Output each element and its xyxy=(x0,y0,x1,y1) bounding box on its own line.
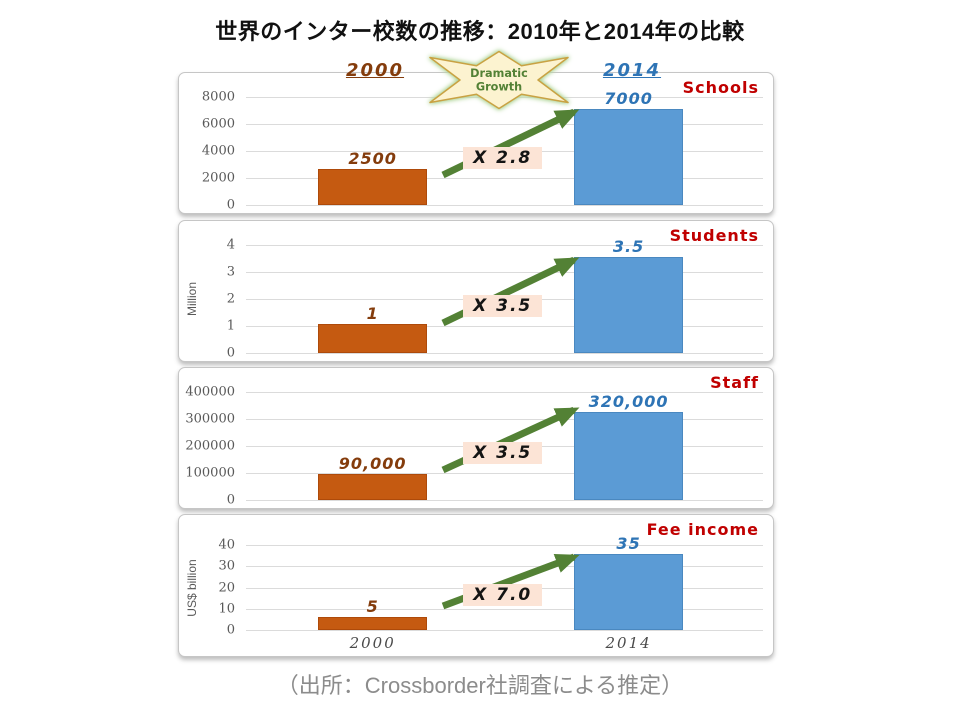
y-tick-label: 3 xyxy=(226,264,235,280)
y-axis-unit-label: US$ billion xyxy=(185,558,199,617)
bar-value-label-2014: 35 xyxy=(616,533,641,553)
panel-fee-income: Fee income US$ billion 40 30 20 10 0 5 35 X … xyxy=(178,514,774,657)
y-tick-label: 10 xyxy=(218,601,235,617)
bar-rect-2000 xyxy=(318,324,427,353)
y-tick-labels: US$ billion 40 30 20 10 0 xyxy=(179,538,239,638)
dramatic-growth-badge: Dramatic Growth xyxy=(424,50,574,110)
y-tick-labels: 8000 6000 4000 2000 0 xyxy=(179,90,239,213)
y-tick-label: 200000 xyxy=(185,438,235,454)
y-tick-label: 300000 xyxy=(185,411,235,427)
bar-2000: 90,000 xyxy=(318,392,427,500)
x-axis-labels: 2000 2014 xyxy=(246,634,763,654)
y-tick-label: 40 xyxy=(218,537,235,553)
y-tick-label: 4000 xyxy=(201,143,235,159)
page-title: 世界のインター校数の推移：2010年と2014年の比較 xyxy=(215,19,745,44)
header-year-2014: 2014 xyxy=(602,60,662,81)
bar-2000: 2500 xyxy=(318,97,427,205)
header-year-2000: 2000 xyxy=(345,60,405,81)
gridline xyxy=(246,566,763,568)
gridline xyxy=(246,500,763,501)
starburst-icon xyxy=(429,50,569,110)
gridline xyxy=(246,178,763,179)
gridline xyxy=(246,473,763,474)
bar-rect-2000 xyxy=(318,473,427,500)
gridline xyxy=(246,630,763,631)
y-tick-label: 1 xyxy=(226,318,235,334)
gridline xyxy=(246,326,763,327)
plot-area: 90,000 320,000 X 3.5 xyxy=(246,392,763,501)
panel-schools: Schools 8000 6000 4000 2000 0 2500 7000 X 2.… xyxy=(178,72,774,214)
bar-rect-2014 xyxy=(574,256,683,353)
y-tick-label: 30 xyxy=(218,558,235,574)
panel-staff: Staff 400000 300000 200000 100000 0 90,000 3… xyxy=(178,367,774,509)
panel-students: Students Million 4 3 2 1 0 1 3.5 X 3.5 xyxy=(178,220,774,362)
gridline xyxy=(246,245,763,246)
gridline xyxy=(246,272,763,273)
panel-title: Students xyxy=(669,226,759,245)
y-tick-label: 0 xyxy=(226,622,235,638)
multiplier-label: X 3.5 xyxy=(463,294,543,317)
bar-value-label-2000: 2500 xyxy=(348,149,397,169)
bar-value-label-2014: 3.5 xyxy=(612,236,645,256)
multiplier-label: X 7.0 xyxy=(463,584,543,607)
bar-rect-2014 xyxy=(574,108,683,205)
y-tick-label: 0 xyxy=(226,345,235,361)
bar-value-label-2000: 5 xyxy=(366,597,379,617)
bar-2014: 3.5 xyxy=(574,237,683,353)
gridline xyxy=(246,124,763,125)
source-caption: （出所：Crossborder社調査による推定） xyxy=(276,673,684,698)
x-axis-label-2000: 2000 xyxy=(349,634,396,652)
multiplier-label: X 2.8 xyxy=(463,146,543,169)
y-tick-label: 0 xyxy=(226,197,235,213)
multiplier-label: X 3.5 xyxy=(463,441,543,464)
badge-text-line2: Growth xyxy=(476,81,522,94)
bar-value-label-2000: 90,000 xyxy=(338,453,407,473)
y-tick-label: 8000 xyxy=(201,89,235,105)
panel-title: Fee income xyxy=(646,520,759,539)
plot-area: 2500 7000 X 2.8 xyxy=(246,89,763,206)
panel-title: Schools xyxy=(682,78,759,97)
y-tick-label: 100000 xyxy=(185,465,235,481)
bar-value-label-2000: 1 xyxy=(366,304,379,323)
plot-area: 1 3.5 X 3.5 xyxy=(246,237,763,354)
y-tick-label: 2 xyxy=(226,291,235,307)
bar-2014: 35 xyxy=(574,534,683,630)
bar-rect-2014 xyxy=(574,411,683,500)
bar-rect-2000 xyxy=(318,617,427,630)
bar-2014: 7000 xyxy=(574,89,683,205)
y-tick-label: 400000 xyxy=(185,384,235,400)
plot-area: 5 35 X 7.0 xyxy=(246,534,763,631)
bar-2000: 5 xyxy=(318,545,427,630)
gridline xyxy=(246,545,763,546)
gridline xyxy=(246,392,763,393)
x-axis-label-2014: 2014 xyxy=(605,634,652,652)
bar-rect-2000 xyxy=(318,169,427,205)
y-tick-label: 0 xyxy=(226,492,235,508)
gridline xyxy=(246,608,763,610)
y-tick-label: 20 xyxy=(218,580,235,595)
y-tick-label: 2000 xyxy=(201,170,235,186)
gridline xyxy=(246,205,763,206)
gridline xyxy=(246,353,763,354)
y-tick-labels: 400000 300000 200000 100000 0 xyxy=(179,385,239,508)
gridline xyxy=(246,419,763,420)
y-tick-label: 4 xyxy=(226,237,235,253)
y-axis-unit-label: Million xyxy=(185,282,199,317)
bar-value-label-2014: 320,000 xyxy=(588,391,669,411)
badge-text-line1: Dramatic xyxy=(470,67,528,80)
bar-value-label-2014: 7000 xyxy=(604,88,653,108)
panel-title: Staff xyxy=(710,373,759,392)
bar-2014: 320,000 xyxy=(574,392,683,500)
y-tick-labels: Million 4 3 2 1 0 xyxy=(179,238,239,361)
y-tick-label: 6000 xyxy=(201,116,235,132)
bar-rect-2014 xyxy=(574,553,683,630)
bar-2000: 1 xyxy=(318,245,427,353)
